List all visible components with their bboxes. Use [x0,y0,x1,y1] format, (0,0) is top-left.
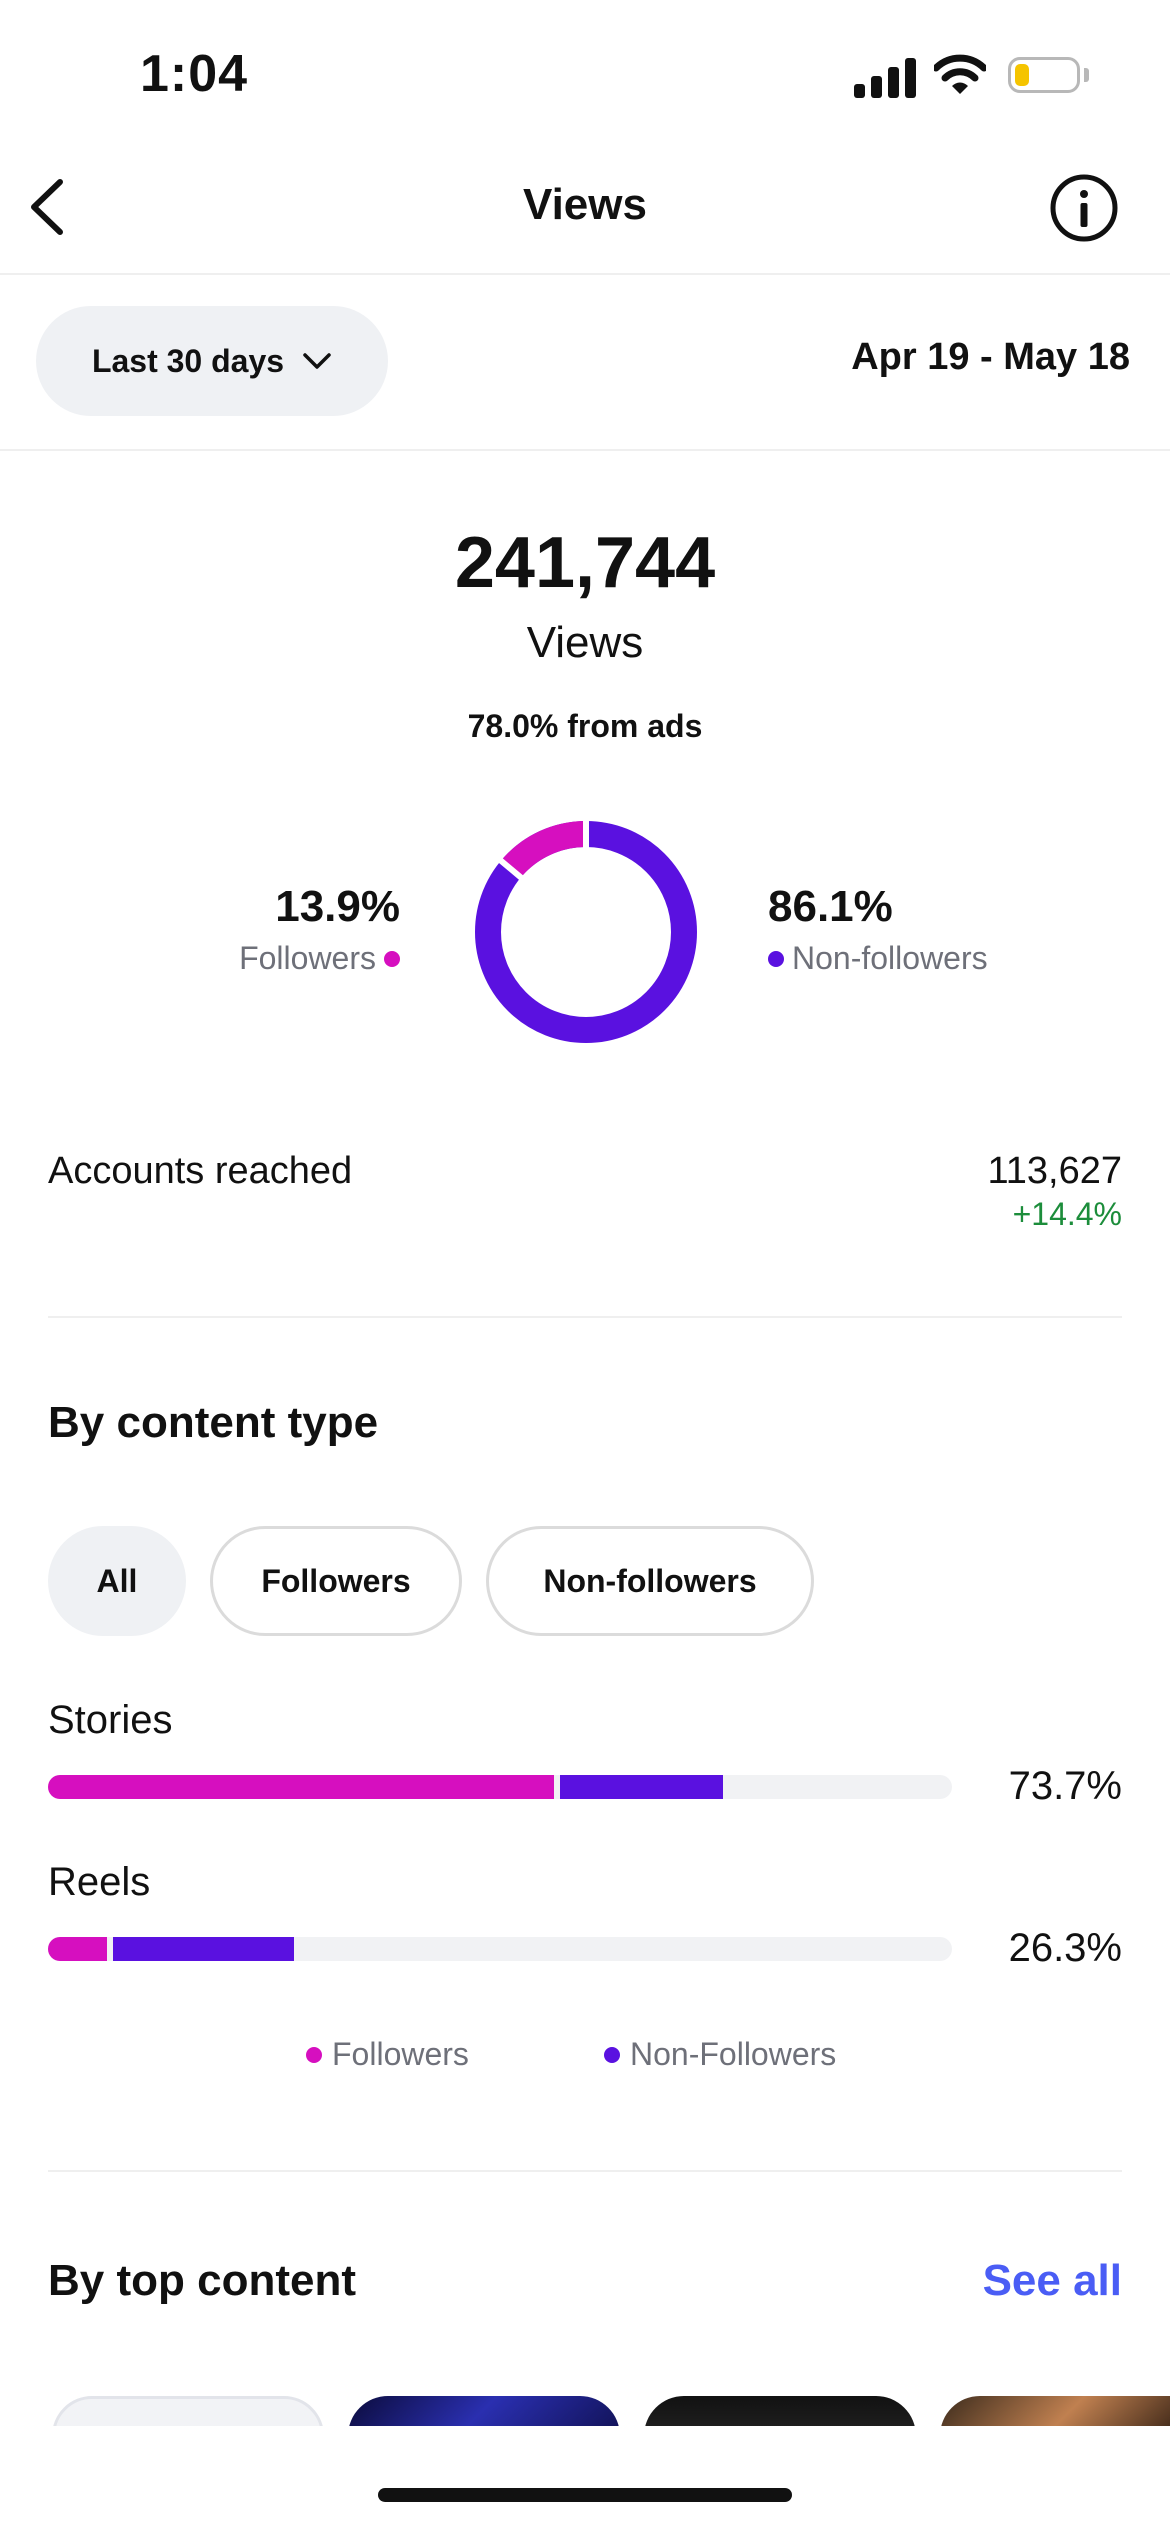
legend-nonfollowers: Non-Followers [604,2036,836,2073]
back-arrow-icon[interactable] [20,172,80,242]
filter-chip-nonfollowers[interactable]: Non-followers [486,1526,814,1636]
date-range-text: Apr 19 - May 18 [851,336,1130,378]
range-divider [0,449,1170,451]
cellular-signal-icon [854,56,916,98]
reels-followers-segment [48,1937,107,1961]
info-icon[interactable] [1048,172,1120,244]
status-time: 1:04 [140,45,249,103]
accounts-reached-change: +14.4% [1012,1196,1122,1232]
filter-chip-followers[interactable]: Followers [210,1526,462,1636]
ads-note: 78.0% from ads [467,708,703,744]
nonfollowers-dot-icon [768,950,784,967]
stories-followers-segment [48,1775,555,1799]
date-range-dropdown[interactable]: Last 30 days [36,306,388,416]
wifi-icon [934,54,986,94]
reels-percent: 26.3% [1008,1926,1122,1970]
legend-followers-dot-icon [306,2046,322,2063]
reels-label: Reels [48,1860,151,1904]
page-title: Views [523,180,647,229]
stories-percent: 73.7% [1008,1764,1122,1808]
stories-nonfollowers-segment [560,1775,723,1799]
battery-tip [1084,68,1089,82]
legend-followers-label: Followers [332,2036,469,2072]
accounts-reached-value: 113,627 [987,1150,1122,1192]
header-divider [0,273,1170,275]
legend-nonfollowers-dot-icon [604,2046,620,2063]
donut-gap-split [498,857,524,881]
bottom-safe-area [0,2426,1170,2532]
followers-legend: Followers [239,940,400,977]
reels-nonfollowers-segment [112,1937,294,1961]
nonfollowers-label: Non-followers [792,940,988,976]
reels-bar [48,1937,952,1961]
date-range-label: Last 30 days [91,342,285,379]
views-donut-chart [475,820,697,1043]
nonfollowers-legend: Non-followers [768,940,988,977]
followers-label: Followers [239,940,376,976]
stories-bar [48,1775,952,1799]
nonfollowers-percent: 86.1% [768,882,893,931]
followers-percent: 13.9% [275,882,400,931]
donut-followers-arc [500,821,587,878]
legend-followers: Followers [306,2036,469,2073]
section-divider [48,1316,1122,1318]
chevron-down-icon [303,353,331,369]
legend-nonfollowers-label: Non-Followers [630,2036,837,2072]
total-views: 241,744 [454,523,716,603]
home-indicator [378,2488,792,2502]
accounts-reached-label: Accounts reached [48,1150,353,1192]
battery-icon [1008,57,1080,93]
filter-chip-all[interactable]: All [48,1526,186,1636]
see-all-link[interactable]: See all [982,2256,1122,2305]
followers-dot-icon [384,950,400,967]
section-divider-2 [48,2170,1122,2172]
stories-label: Stories [48,1698,173,1742]
views-label: Views [526,618,644,667]
top-content-title: By top content [48,2256,356,2305]
content-type-title: By content type [48,1398,379,1447]
